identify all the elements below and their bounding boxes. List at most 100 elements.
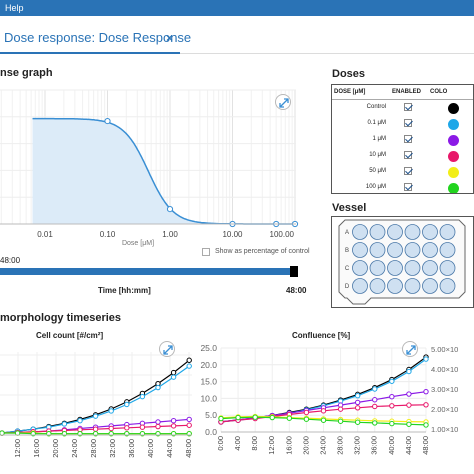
y-tick-label: 0.0	[205, 427, 217, 437]
series-point	[389, 394, 395, 400]
series-point	[155, 423, 161, 430]
dose-color-swatch[interactable]	[448, 166, 459, 178]
cell-count-chart: 12:00 16:00 20:00 24:00 28:00 32:00 36:00 40:00…	[0, 352, 193, 458]
vessel-well[interactable]	[369, 242, 386, 258]
vessel-well[interactable]	[439, 242, 456, 258]
expand-cell-count-icon[interactable]	[159, 341, 175, 357]
x-tick-label: 12:00	[13, 439, 22, 458]
color-column-header[interactable]: COLO	[428, 85, 473, 100]
vessel-well[interactable]	[404, 278, 421, 294]
dose-name: 0.1 μM	[367, 120, 386, 126]
x-tick-label: 0.10	[100, 230, 116, 239]
dose-row[interactable]: 50 μM	[332, 163, 473, 179]
series-point	[389, 420, 395, 427]
vessel-well[interactable]	[387, 260, 403, 276]
dose-name: 10 μM	[369, 152, 386, 158]
cell-count-title: Cell count [#/cm²]	[36, 331, 104, 340]
dose-color-cell	[428, 115, 473, 131]
series-point	[337, 406, 344, 412]
vessel-well[interactable]	[439, 260, 456, 276]
vessel-well[interactable]	[439, 278, 456, 294]
time-slider-track[interactable]	[0, 268, 298, 275]
series-point	[423, 402, 429, 408]
dose-color-swatch[interactable]	[448, 102, 459, 114]
time-slider-handle[interactable]	[290, 266, 298, 277]
show-percentage-checkbox[interactable]	[202, 248, 210, 256]
series-point	[372, 420, 378, 426]
tab-close-icon[interactable]: ×	[166, 31, 174, 45]
vessel-well[interactable]	[439, 224, 456, 240]
dose-enabled-checkbox[interactable]	[404, 103, 412, 112]
series-point	[406, 391, 412, 397]
vessel-well[interactable]	[352, 224, 368, 240]
vessel-well[interactable]	[352, 242, 368, 258]
dose-row[interactable]: 10 μM	[332, 147, 473, 163]
vessel-well[interactable]	[352, 260, 368, 276]
enabled-column-header[interactable]: ENABLED	[390, 85, 428, 100]
menu-bar: Help	[0, 0, 474, 16]
vessel-well[interactable]	[422, 242, 438, 258]
series-point	[303, 409, 310, 416]
series-point	[354, 405, 361, 411]
series-point	[186, 357, 192, 363]
dose-row[interactable]: 1 μM	[332, 131, 473, 147]
dose-curve-fill	[32, 118, 298, 224]
dose-enabled-cell	[390, 147, 428, 163]
vessel-well[interactable]	[387, 224, 403, 240]
x-tick-label: 40:00	[387, 436, 396, 455]
dose-color-swatch[interactable]	[448, 118, 459, 130]
x-tick-label: 32:00	[108, 439, 117, 458]
vessel-well[interactable]	[422, 260, 438, 276]
dose-row[interactable]: 100 μM	[332, 179, 473, 193]
vessel-row-label: B	[345, 248, 349, 254]
vessel-well[interactable]	[387, 242, 403, 258]
series-point	[372, 403, 378, 410]
menu-help[interactable]: Help	[5, 3, 24, 13]
vessel-well[interactable]	[369, 278, 386, 294]
vessel-well[interactable]	[422, 224, 438, 240]
series-point	[139, 393, 146, 400]
expand-confluence-icon[interactable]	[402, 341, 418, 357]
dose-row[interactable]: 0.1 μM	[332, 115, 473, 131]
tab-dose-response[interactable]: Dose response: Dose Response ×	[0, 26, 191, 54]
vessel-well[interactable]	[422, 278, 438, 294]
x-tick-label: 24:00	[318, 436, 327, 455]
series-point	[155, 419, 161, 425]
dose-color-swatch[interactable]	[448, 134, 459, 146]
right-y-tick-label: 1.00×10	[431, 425, 458, 434]
x-tick-label: 28:00	[89, 439, 98, 458]
dose-enabled-checkbox[interactable]	[404, 183, 412, 191]
vessel-well[interactable]	[404, 260, 421, 276]
dose-enabled-checkbox[interactable]	[404, 119, 412, 127]
series-point	[186, 416, 192, 423]
expand-dose-graph-icon[interactable]	[275, 94, 291, 110]
series-point	[170, 423, 177, 429]
series-point	[170, 369, 177, 376]
series-point	[186, 363, 192, 369]
vessel-well[interactable]	[404, 224, 421, 240]
series-point	[77, 418, 83, 424]
vessel-well[interactable]	[387, 278, 403, 294]
vessel-well[interactable]	[404, 242, 421, 258]
dose-color-swatch[interactable]	[448, 150, 459, 162]
dose-color-swatch[interactable]	[448, 182, 459, 193]
x-tick-label: 28:00	[336, 436, 345, 455]
dose-response-chart: 0.01 0.10 1.00 10.00 100.00 Dose [μM]	[0, 89, 299, 247]
series-point	[423, 422, 429, 428]
vessel-row-label: A	[345, 230, 349, 236]
dose-enabled-checkbox[interactable]	[404, 167, 412, 175]
morphology-title: morphology timeseries	[0, 312, 122, 324]
series-point	[354, 393, 361, 399]
right-y-tick-label: 3.00×10	[431, 385, 458, 394]
series-point	[61, 421, 68, 427]
dose-row[interactable]: Control	[332, 99, 473, 115]
dose-enabled-cell	[390, 115, 428, 131]
vessel-well[interactable]	[369, 260, 386, 276]
x-tick-label: 24:00	[70, 439, 79, 458]
dose-enabled-checkbox[interactable]	[404, 151, 412, 159]
vessel-well[interactable]	[369, 224, 386, 240]
vessel-well[interactable]	[352, 278, 368, 294]
dose-enabled-checkbox[interactable]	[404, 135, 412, 143]
x-axis-label: Dose [μM]	[122, 240, 154, 247]
dose-column-header[interactable]: DOSE [μM]	[332, 85, 390, 100]
